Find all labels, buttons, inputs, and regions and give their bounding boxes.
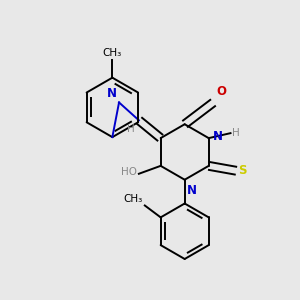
Text: H: H — [232, 128, 240, 138]
Text: CH₃: CH₃ — [103, 48, 122, 58]
Text: O: O — [216, 85, 226, 98]
Text: N: N — [187, 184, 197, 197]
Text: H: H — [127, 124, 135, 134]
Text: N: N — [107, 88, 117, 100]
Text: CH₃: CH₃ — [124, 194, 143, 203]
Text: S: S — [238, 164, 247, 177]
Text: N: N — [213, 130, 223, 142]
Text: HO: HO — [121, 167, 137, 177]
